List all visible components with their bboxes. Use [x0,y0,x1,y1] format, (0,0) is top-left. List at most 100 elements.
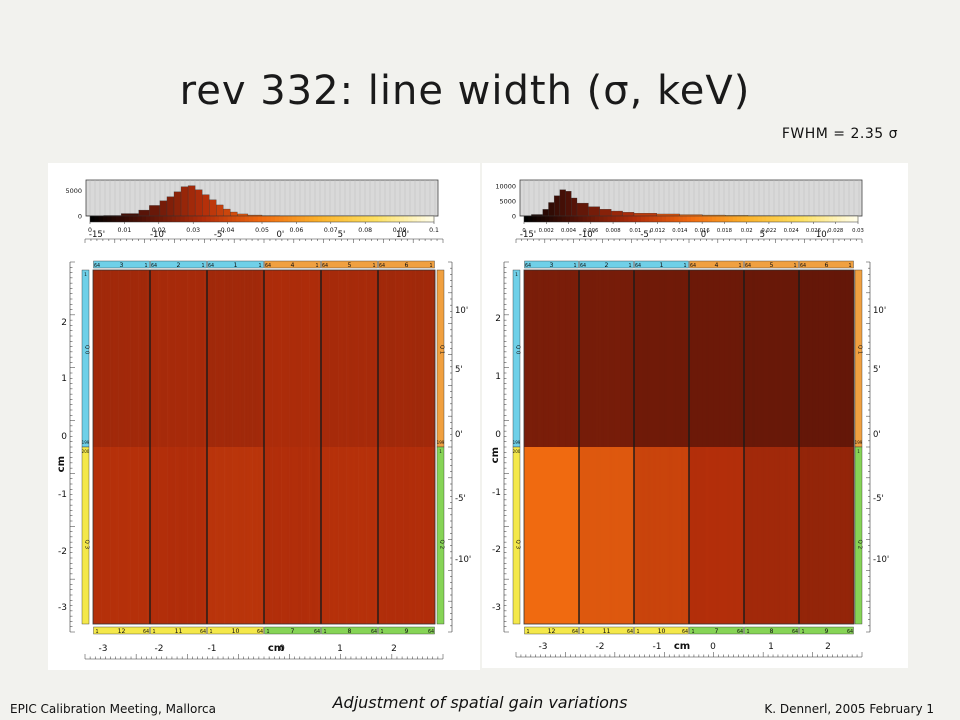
colorbar-tick-label: 0 [88,227,92,234]
heatmap-column [554,270,558,447]
colorbar-segment [549,216,554,222]
heatmap-column [423,447,427,624]
top-ccd-strip [799,260,854,269]
colorbar-segment [257,216,263,222]
heatmap-column [315,447,319,624]
heatmap-column [207,447,211,624]
right-quadrant-strip [854,446,863,625]
histogram-bar [554,195,561,217]
heatmap-column [744,270,748,447]
heatmap-column [705,270,709,447]
bottom-axis-tick-label: -1 [653,642,662,652]
heatmap-column [628,270,632,447]
bottom-ccd-strip-edge-label: 64 [627,629,633,635]
heatmap-column [642,447,646,624]
top-ccd-strip [264,260,321,269]
colorbar-segment [128,216,134,222]
heatmap-column [746,270,750,447]
colorbar-tick-label: 0.03 [852,228,864,234]
colorbar-segment [120,216,125,222]
colorbar-segment [223,216,229,222]
heatmap-column [406,447,410,624]
heatmap-column [121,447,125,624]
heatmap-column [386,447,390,624]
colorbar-tick-label: 0.09 [393,227,407,234]
heatmap-column [788,270,792,447]
heatmap-column [741,447,745,624]
bottom-ccd-strip-label: 7 [291,628,295,635]
top-ccd-strip-edge-label: 1 [738,263,741,269]
colorbar-segment [421,216,426,222]
heatmap-column [235,447,239,624]
heatmap-column [625,270,629,447]
bottom-ccd-strip [264,626,321,635]
quadrant-label: Q 1 [857,345,863,355]
heatmap-column [606,270,610,447]
colorbar-segment [691,216,696,222]
colorbar-segment [262,216,267,222]
right-heatmap-panel: 10000 5000 0 0 0.002 0.004 0.006 0.008 0.01 0.012… [482,163,908,668]
heatmap-column [782,447,786,624]
slide-title: rev 332: line width (σ, keV) [179,68,751,114]
right-axis-tick-label: 5' [455,365,463,375]
heatmap-column [215,447,219,624]
top-ccd-strip-edge-label: 64 [208,263,214,269]
heatmap-column [378,447,382,624]
heatmap-column [711,270,715,447]
colorbar-tick-label: 0.06 [290,227,304,234]
colorbar-segment [176,216,181,222]
top-axis-tick-label: -5' [214,230,225,240]
colorbar-segment [163,216,168,222]
heatmap-column [837,447,841,624]
heatmap-column [417,447,422,624]
bottom-ccd-strip-edge-label: 64 [847,629,853,635]
colorbar-segment [745,216,750,222]
colorbar-segment [90,216,95,222]
bottom-ccd-strip-edge-label: 1 [209,629,212,635]
heatmap-column [826,270,830,447]
heatmap-column [118,270,122,447]
heatmap-column [818,447,822,624]
heatmap-column [266,270,270,447]
fwhm-note: FWHM = 2.35 σ [781,126,898,142]
colorbar-segment [133,216,138,222]
colorbar-segment [540,216,546,222]
heatmap-column [255,270,259,447]
top-ccd-strip-edge-label: 64 [94,263,100,269]
heatmap-column [201,447,205,624]
heatmap-column [269,447,273,624]
top-ccd-strip [93,260,150,269]
heatmap-column [107,270,111,447]
colorbar-segment [270,216,276,222]
heatmap-column [144,270,148,447]
colorbar-segment [137,216,143,222]
heatmap-column [609,270,613,447]
heatmap-column [343,447,347,624]
bottom-ccd-strip [524,626,579,635]
heatmap-column [796,447,800,624]
quadrant-edge-label: 1 [857,449,860,454]
heatmap-column [812,270,816,447]
heatmap-column [266,447,270,624]
top-ccd-strip-edge-label: 1 [683,263,686,269]
heatmap-column [298,447,302,624]
left-axis-tick-label: -3 [58,603,67,613]
heatmap-column [95,270,99,447]
heatmap-column [746,447,750,624]
heatmap-column [686,447,690,624]
heatmap-column [315,270,319,447]
heatmap-column [702,447,706,624]
heatmap-column [590,270,594,447]
top-ccd-strip-edge-label: 64 [379,263,385,269]
colorbar-segment [391,216,396,222]
left-axis-tick-label: -1 [58,490,67,500]
right-quadrant-strip [436,446,445,625]
heatmap-column [380,447,384,624]
heatmap-column [815,447,819,624]
heatmap-column [705,447,709,624]
heatmap-column [840,270,844,447]
heatmap-column [312,270,316,447]
colorbar-segment [115,216,121,222]
heatmap-column [255,447,259,624]
colorbar-segment [369,216,375,222]
